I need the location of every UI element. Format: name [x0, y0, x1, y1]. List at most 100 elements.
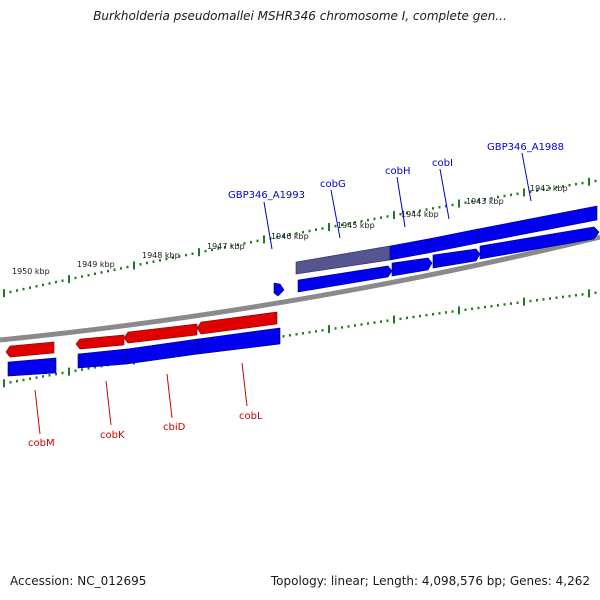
gene-label-A1988[interactable]: GBP346_A1988	[487, 142, 564, 153]
ruler-dot	[217, 247, 220, 250]
leader-line	[241, 362, 248, 407]
ruler-dot	[289, 334, 291, 337]
gene-A1988-lower[interactable]	[479, 226, 600, 260]
ruler-label: 1944 kbp	[401, 210, 439, 219]
ruler-dot	[185, 253, 187, 257]
ruler-dot	[48, 374, 51, 377]
ruler-dot	[334, 224, 337, 228]
ruler-dot	[373, 321, 376, 324]
ruler-dot	[432, 207, 434, 210]
ruler-label: 1949 kbp	[77, 260, 115, 269]
ruler-dot	[354, 324, 356, 327]
ruler-dot	[412, 210, 415, 214]
ruler-label: 1946 kbp	[271, 232, 309, 241]
gene-cobL-forward[interactable]	[197, 327, 281, 355]
ruler-dot	[568, 294, 571, 298]
ruler-dot	[16, 379, 18, 383]
ruler-dot	[191, 252, 194, 256]
ruler-tick	[588, 289, 590, 298]
genome-summary-text: Topology: linear; Length: 4,098,576 bp; …	[270, 574, 590, 588]
ruler-tick	[393, 315, 395, 324]
ruler-dot	[555, 296, 558, 299]
leader-line	[166, 373, 173, 419]
ruler-dot	[295, 333, 298, 336]
gene-cbiD-forward[interactable]	[126, 338, 199, 365]
gene-label-cbiD[interactable]: cbiD	[163, 422, 186, 433]
ruler-dot	[61, 371, 64, 375]
ruler-tick	[458, 306, 460, 315]
ruler-dot	[315, 228, 317, 231]
ruler-dot	[308, 229, 311, 233]
accession-text: Accession: NC_012695	[10, 574, 147, 588]
ruler-dot	[35, 285, 38, 288]
ruler-dot	[74, 369, 77, 372]
ruler-dot	[94, 272, 96, 276]
ruler-dot	[406, 316, 408, 320]
ruler-tick	[263, 235, 265, 244]
ruler-dot	[321, 329, 324, 332]
ruler-tick	[328, 223, 330, 232]
ruler-dot	[55, 280, 57, 284]
ruler-dot	[172, 256, 174, 259]
gene-label-cobH[interactable]: cobH	[385, 166, 410, 177]
ruler-dot	[334, 327, 337, 330]
ruler-dot	[100, 271, 103, 274]
ruler-dot	[432, 312, 434, 316]
ruler-dot	[484, 198, 486, 201]
ruler-label: 1947 kbp	[207, 242, 245, 251]
ruler-dot	[282, 335, 285, 338]
gene-cobG-lower[interactable]	[297, 265, 393, 293]
ruler-dot	[529, 190, 532, 193]
gene-cbiD-reverse[interactable]	[123, 323, 198, 344]
ruler-tick	[393, 211, 395, 220]
ruler-dot	[412, 315, 415, 319]
ruler-tick	[3, 379, 5, 388]
ruler-dot	[568, 183, 571, 187]
gene-label-cobI[interactable]: cobI	[432, 158, 453, 169]
gene-cobM-forward[interactable]	[7, 357, 57, 377]
ruler-labels: 1950 kbp 1949 kbp 1948 kbp 1947 kbp 1946…	[12, 184, 568, 276]
ruler-dot	[497, 195, 499, 199]
ruler-dot	[250, 240, 252, 244]
ruler-dot	[575, 182, 577, 186]
gene-label-cobL[interactable]: cobL	[239, 411, 263, 422]
ruler-dot	[477, 306, 480, 310]
ruler-dot	[87, 367, 90, 370]
gene-cobH-forward[interactable]	[389, 238, 429, 261]
gene-cobI-forward[interactable]	[427, 228, 479, 254]
ruler-dot	[549, 297, 551, 300]
gene-label-A1993[interactable]: GBP346_A1993	[228, 190, 305, 201]
ruler-dot	[594, 291, 597, 295]
ruler-dot	[204, 249, 207, 253]
ruler-dot	[373, 217, 376, 221]
upper-ruler	[3, 177, 597, 298]
gene-cobM-reverse[interactable]	[5, 341, 55, 358]
ruler-dot	[321, 227, 324, 230]
ruler-dot	[107, 269, 109, 273]
ruler-dot	[55, 372, 57, 376]
ruler-dot	[536, 298, 538, 302]
ruler-dot	[16, 289, 18, 292]
ruler-dot	[139, 263, 142, 266]
ruler-label: 1943 kbp	[466, 197, 504, 206]
ruler-dot	[35, 376, 38, 379]
gene-A1988-forward[interactable]	[477, 205, 598, 244]
gene-label-cobG[interactable]: cobG	[320, 179, 346, 190]
ruler-dot	[126, 265, 129, 269]
ruler-dot	[113, 268, 116, 271]
ruler-dot	[9, 290, 12, 294]
gene-label-cobK[interactable]: cobK	[100, 430, 125, 441]
gene-cobL-reverse[interactable]	[196, 311, 278, 335]
ruler-dot	[256, 239, 259, 243]
ruler-tick	[68, 367, 70, 376]
gene-cobH-lower[interactable]	[391, 257, 433, 277]
gene-label-cobM[interactable]: cobM	[28, 438, 55, 449]
map-title: Burkholderia pseudomallei MSHR346 chromo…	[93, 9, 507, 23]
gene-A1993-forward[interactable]	[273, 282, 285, 297]
gene-cobK-forward[interactable]	[77, 348, 128, 369]
ruler-dot	[438, 205, 441, 209]
ruler-dot	[159, 259, 161, 262]
gene-cobK-reverse[interactable]	[75, 334, 125, 350]
gene-cobI-lower[interactable]	[432, 248, 481, 269]
